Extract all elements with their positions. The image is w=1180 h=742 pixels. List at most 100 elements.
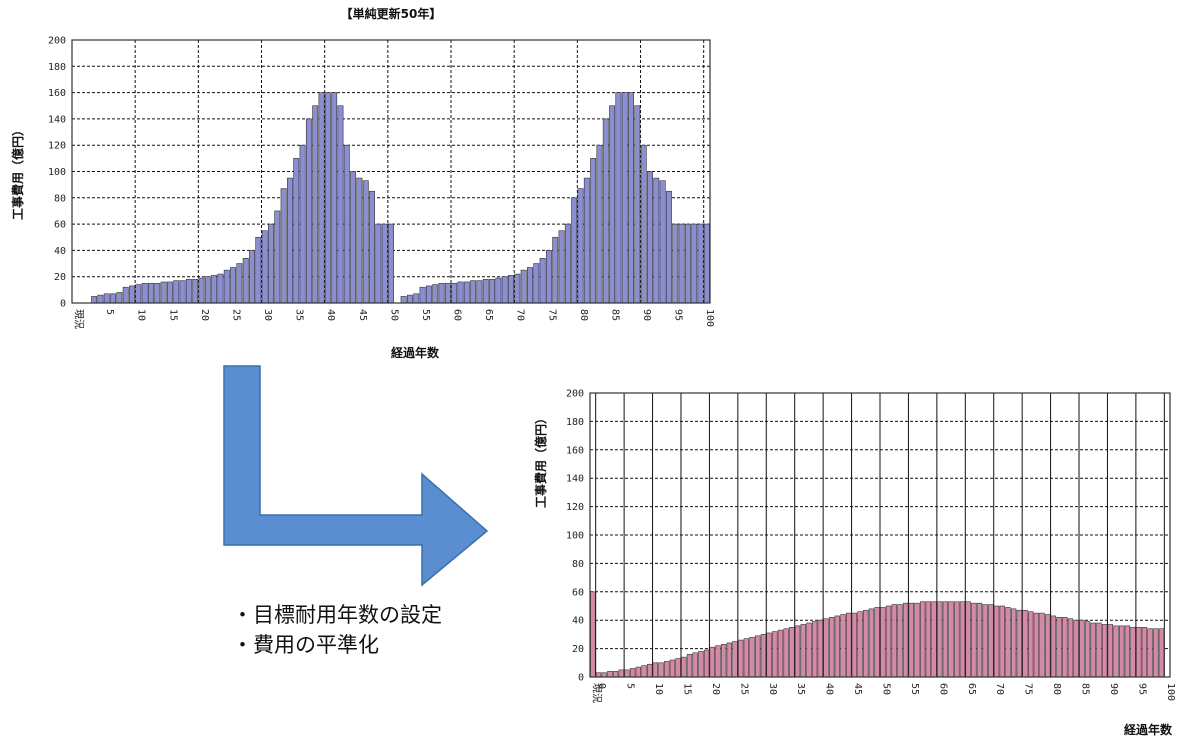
bar: [691, 223, 698, 304]
x-tick-label: 75: [1023, 683, 1034, 695]
bar: [508, 275, 514, 304]
bar: [629, 668, 636, 678]
bar: [609, 105, 616, 304]
bar: [230, 267, 237, 304]
bar: [621, 92, 628, 304]
bar: [331, 92, 338, 304]
bar: [356, 177, 363, 304]
bar: [381, 223, 388, 304]
y-tick-label: 40: [572, 616, 584, 627]
bar: [388, 223, 394, 304]
bar: [868, 608, 875, 678]
y-tick-label: 0: [60, 299, 66, 310]
x-tick-label: 100: [704, 309, 715, 327]
x-tick-label: 70: [515, 309, 526, 321]
bar: [692, 652, 698, 678]
bar: [914, 602, 920, 678]
bar: [539, 257, 546, 304]
bar: [846, 612, 852, 678]
bar: [828, 617, 835, 678]
bar: [286, 177, 293, 304]
bar: [1079, 619, 1085, 678]
bar: [1050, 615, 1057, 678]
x-tick-label: 20: [199, 309, 210, 321]
chart-title: 【単純更新50年】: [341, 6, 442, 21]
bar: [602, 118, 609, 304]
y-tick-label: 20: [54, 272, 66, 283]
bar: [720, 644, 727, 678]
chart-simple-renewal-50y: 0 20 40 60 80 100 120 140 160 180 200 現況 5 10 15 20 25 30…: [10, 6, 715, 360]
bar: [1067, 618, 1074, 678]
x-tick-label: 55: [909, 683, 920, 695]
bar: [457, 281, 464, 304]
x-tick-label: 65: [966, 683, 977, 695]
y-tick-label: 140: [48, 114, 66, 125]
bar: [794, 625, 801, 678]
bar: [343, 144, 350, 304]
bar: [476, 280, 483, 304]
bar: [242, 257, 249, 304]
bar: [698, 651, 704, 678]
y-tick-label: 120: [48, 141, 66, 152]
bar: [732, 641, 738, 678]
bar: [280, 188, 287, 304]
bar: [1158, 628, 1165, 678]
bar: [103, 293, 110, 304]
x-tick-label: 60: [937, 683, 948, 695]
note-target-service-life: ・目標耐用年数の設定: [232, 603, 442, 627]
x-tick-label: 現況: [591, 683, 603, 703]
bar: [891, 604, 897, 678]
bar: [255, 236, 262, 304]
bar: [564, 223, 571, 304]
y-axis-label: 工事費用（億円）: [10, 124, 25, 220]
bar: [179, 280, 186, 304]
x-tick-label: 60: [452, 309, 463, 321]
bar: [350, 171, 357, 304]
bar: [324, 92, 331, 304]
bar: [675, 658, 681, 678]
bar: [1062, 617, 1068, 678]
bar: [318, 92, 325, 304]
bar: [647, 663, 653, 678]
x-tick-label: 85: [609, 309, 620, 321]
bar: [520, 269, 527, 304]
bar: [659, 180, 666, 304]
bar: [129, 285, 135, 304]
bar: [954, 601, 960, 678]
bar: [1136, 626, 1142, 678]
x-tick-label: 10: [136, 309, 147, 321]
y-tick-label: 100: [48, 167, 66, 178]
bar: [571, 197, 578, 304]
y-tick-label: 60: [54, 220, 66, 231]
bar: [897, 604, 903, 678]
bar: [697, 223, 704, 304]
bar: [583, 177, 590, 304]
bar: [192, 279, 199, 304]
bar: [362, 180, 369, 304]
bar: [726, 642, 733, 678]
bar: [495, 277, 502, 304]
x-tick-label: 50: [881, 683, 892, 695]
bar: [749, 636, 755, 678]
bar: [261, 230, 268, 304]
bar: [110, 293, 117, 304]
bar: [501, 276, 508, 304]
bar: [299, 144, 306, 304]
x-tick-label: 85: [1080, 683, 1091, 695]
bar: [628, 92, 634, 304]
bar: [166, 281, 173, 304]
bar: [154, 282, 161, 304]
bar: [1010, 608, 1017, 678]
x-tick-label: 25: [230, 309, 241, 321]
bar: [1124, 625, 1131, 678]
bar: [451, 282, 458, 304]
bar: [772, 631, 778, 678]
bar: [1027, 611, 1034, 678]
bar: [1118, 625, 1125, 678]
bar: [684, 223, 691, 304]
bar: [908, 602, 914, 678]
bar: [948, 601, 954, 678]
x-tick-label: 5: [104, 309, 115, 315]
